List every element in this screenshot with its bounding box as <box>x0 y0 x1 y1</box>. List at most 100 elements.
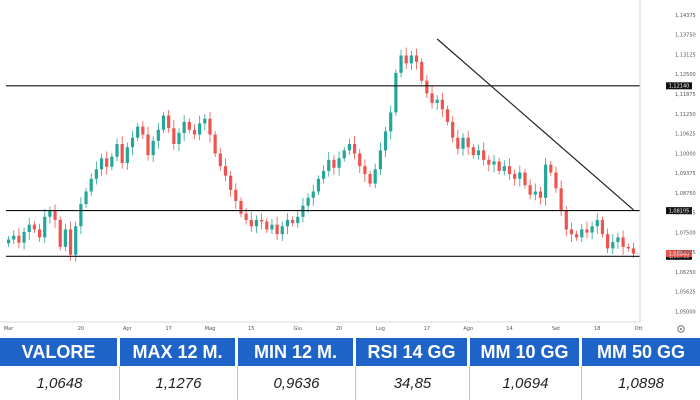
candle-body <box>321 170 326 179</box>
candle-body <box>234 189 238 201</box>
candle-body <box>559 188 563 211</box>
y-tick-label: 1,14375 <box>675 13 696 19</box>
candle-body <box>136 126 140 138</box>
y-tick-label: 1,13750 <box>675 33 696 39</box>
axes-layer: 1,14375 1,13750 1,13125 1,12500 1,11875 1,112… <box>0 0 696 332</box>
level-tag <box>666 82 692 90</box>
candle-body <box>482 150 486 160</box>
candle-body <box>151 140 155 156</box>
level-tag-label: 1,12140 <box>669 84 690 90</box>
candle-body <box>6 239 11 244</box>
candle-body <box>316 178 321 192</box>
candle-body <box>414 55 419 62</box>
candle-body <box>187 121 191 130</box>
candle-body <box>425 80 429 94</box>
candle-body <box>575 234 579 238</box>
candle-body <box>626 246 630 249</box>
candle-body <box>466 137 470 148</box>
candle-body <box>53 211 57 220</box>
candle-body <box>27 224 31 232</box>
candle-body <box>125 147 129 163</box>
candle-body <box>218 153 222 167</box>
candle-body <box>43 216 47 238</box>
candle-body <box>306 197 310 206</box>
candle-body <box>507 166 512 175</box>
candle-body <box>554 172 558 189</box>
candle-body <box>538 191 543 198</box>
candle-body <box>430 93 434 103</box>
candle-body <box>63 229 67 247</box>
candle-body <box>270 224 274 230</box>
candle-body <box>290 219 295 224</box>
y-tick-label: 1,11875 <box>675 92 696 98</box>
candle-body <box>17 235 21 243</box>
candle-body <box>68 229 73 255</box>
candle-body <box>327 159 331 171</box>
candle-body <box>595 219 599 227</box>
candle-body <box>585 229 589 233</box>
y-tick-label: 1,05625 <box>675 290 696 296</box>
candle-body <box>156 129 160 141</box>
stats-header-rsi-14gg: RSI 14 GG <box>356 338 470 366</box>
x-tick-label: Ott <box>635 326 643 332</box>
candle-body <box>471 147 475 156</box>
candle-body <box>456 137 460 149</box>
candle-body <box>605 234 610 249</box>
candle-body <box>89 178 93 192</box>
last-price-label: 1,06840 <box>669 251 690 257</box>
candle-body <box>409 55 413 64</box>
candle-body <box>383 131 388 151</box>
candle-body <box>32 224 37 230</box>
candle-body <box>22 231 26 243</box>
candle-body <box>58 219 62 247</box>
stats-header-mm-10gg: MM 10 GG <box>470 338 582 366</box>
candle-body <box>492 161 496 165</box>
candle-body <box>94 169 98 179</box>
candle-body <box>260 219 264 222</box>
y-tick-label: 1,10625 <box>675 132 696 138</box>
x-tick-label: 20 <box>336 326 342 332</box>
settings-gear-icon[interactable] <box>677 325 685 333</box>
stats-header-mm-50gg: MM 50 GG <box>596 341 685 362</box>
candle-body <box>332 159 336 168</box>
candle-body <box>105 158 109 167</box>
candles-layer <box>6 47 636 262</box>
stats-value-valore: 1,0648 <box>0 366 120 400</box>
candle-body <box>311 191 315 198</box>
candle-body <box>518 172 522 179</box>
stats-value-mm-50gg: 1,0898 <box>618 374 664 392</box>
candle-body <box>352 144 357 154</box>
x-tick-label: Lug <box>376 326 385 332</box>
candle-body <box>590 226 594 233</box>
candle-body <box>167 115 171 129</box>
candle-body <box>363 166 367 175</box>
x-tick-label: 17 <box>424 326 430 332</box>
y-tick-label: 1,08750 <box>675 191 696 197</box>
x-tick-label: 15 <box>248 326 254 332</box>
candle-body <box>110 156 114 167</box>
level-tag <box>666 207 692 215</box>
candle-body <box>74 226 78 255</box>
stats-values-row: 1,0648 1,1276 0,9636 34,85 1,0694 1,0898 <box>0 366 700 400</box>
stats-header-row: VALORE MAX 12 M. MIN 12 M. RSI 14 GG MM … <box>0 338 700 366</box>
y-tick-label: 1,09375 <box>675 171 696 177</box>
candle-body <box>611 242 615 249</box>
y-tick-label: 1,05000 <box>675 309 696 315</box>
y-tick-label: 1,10000 <box>675 151 696 157</box>
x-tick-label: Mar <box>4 326 14 332</box>
y-tick-label: 1,06875 <box>675 250 696 256</box>
stats-value-rsi-14gg: 34,85 <box>356 366 470 400</box>
candle-body <box>399 55 403 73</box>
candle-body <box>616 237 620 243</box>
candle-body <box>285 219 290 227</box>
candle-body <box>358 153 362 167</box>
candle-body <box>569 229 574 235</box>
candle-body <box>301 205 305 217</box>
candle-body <box>229 175 233 190</box>
candle-body <box>275 224 279 235</box>
stats-header-max-12m: MAX 12 M. <box>120 338 238 366</box>
y-tick-label: 1,06250 <box>675 270 696 276</box>
candle-body <box>244 213 248 220</box>
candle-body <box>347 144 352 151</box>
